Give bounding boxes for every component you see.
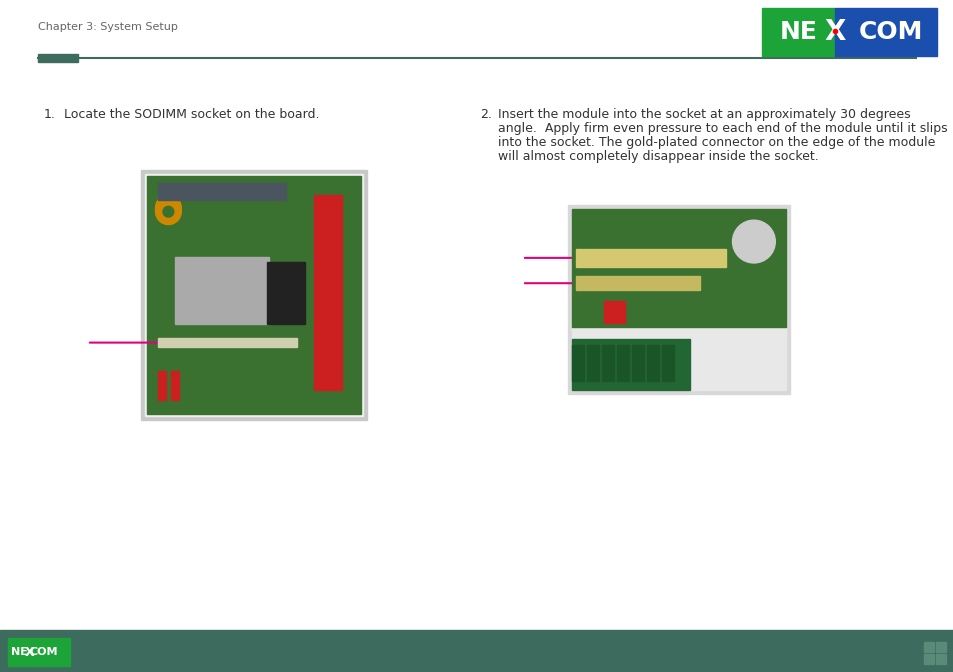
Circle shape [155, 195, 181, 220]
Text: COM: COM [30, 647, 58, 657]
Bar [572, 209, 785, 327]
Bar [935, 654, 945, 664]
Bar [576, 276, 700, 290]
Bar [174, 257, 269, 323]
Bar [576, 249, 725, 267]
Text: COM: COM [859, 20, 923, 44]
Bar [0, 630, 953, 672]
Circle shape [155, 199, 181, 224]
Bar [145, 174, 363, 416]
Bar [8, 638, 70, 666]
Text: Locate the SODIMM socket on the board.: Locate the SODIMM socket on the board. [64, 108, 319, 121]
Text: angle.  Apply firm even pressure to each end of the module until it slips: angle. Apply firm even pressure to each … [497, 122, 946, 135]
Circle shape [163, 206, 173, 217]
Bar [761, 8, 835, 56]
Bar [572, 345, 583, 381]
Bar [314, 195, 341, 390]
Bar [38, 54, 78, 62]
Text: NE: NE [11, 647, 28, 657]
Bar [923, 642, 933, 652]
Bar [567, 205, 789, 394]
Bar [835, 8, 936, 56]
Bar [572, 339, 689, 390]
Bar [157, 338, 296, 347]
Text: into the socket. The gold-plated connector on the edge of the module: into the socket. The gold-plated connect… [497, 136, 934, 149]
Circle shape [155, 197, 181, 222]
Bar [646, 345, 658, 381]
Text: NE: NE [779, 20, 817, 44]
Text: 1.: 1. [44, 108, 56, 121]
Bar [661, 345, 673, 381]
Circle shape [732, 220, 775, 263]
Bar [141, 170, 367, 420]
Text: Insert the module into the socket at an approximately 30 degrees: Insert the module into the socket at an … [497, 108, 910, 121]
Text: Chapter 3: System Setup: Chapter 3: System Setup [38, 22, 177, 32]
Bar [601, 345, 613, 381]
Bar [147, 176, 360, 414]
Bar [171, 371, 179, 400]
Bar [923, 654, 933, 664]
Bar [603, 301, 625, 323]
Bar [157, 183, 286, 200]
Bar [586, 345, 598, 381]
Text: will almost completely disappear inside the socket.: will almost completely disappear inside … [497, 150, 818, 163]
Bar [617, 345, 628, 381]
Bar [157, 371, 166, 400]
Text: X: X [824, 18, 845, 46]
Text: X: X [25, 646, 34, 659]
Bar [572, 209, 785, 390]
Bar [935, 642, 945, 652]
Bar [631, 345, 643, 381]
Bar [267, 261, 305, 323]
Text: 2.: 2. [479, 108, 492, 121]
